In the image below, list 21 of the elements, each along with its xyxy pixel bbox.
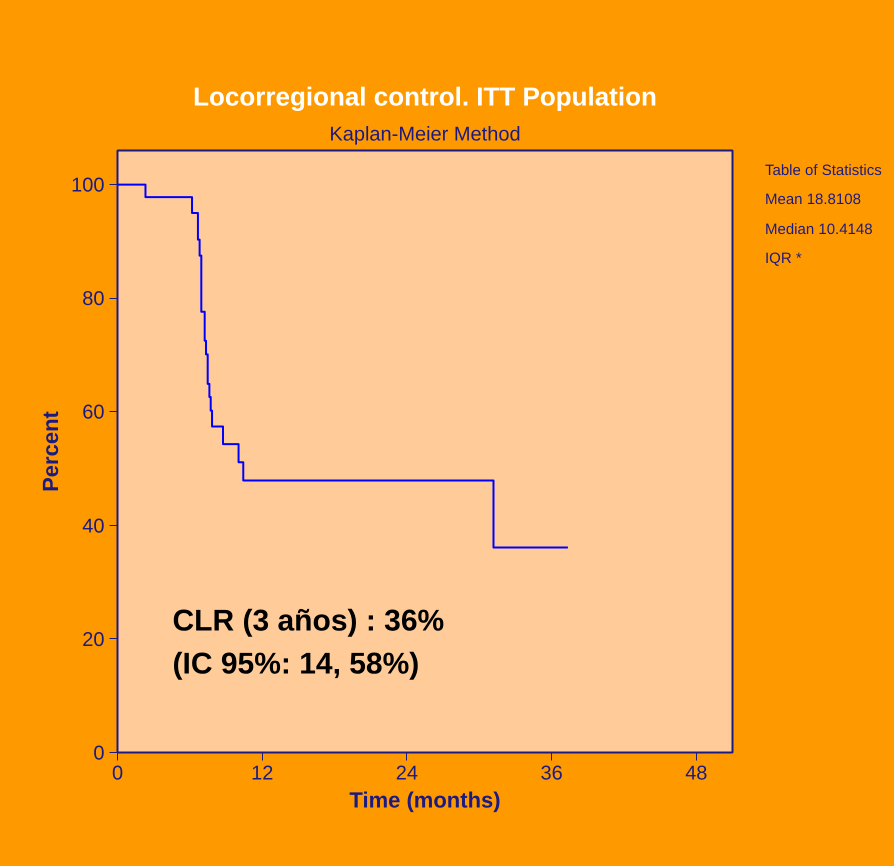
- x-tick-label: 36: [540, 762, 563, 784]
- y-tick-label: 0: [93, 742, 104, 764]
- x-tick-label: 24: [396, 762, 418, 784]
- y-axis-title: Percent: [38, 410, 64, 492]
- y-tick-label: 80: [82, 288, 105, 310]
- x-tick-label: 12: [251, 762, 274, 784]
- annotation: CLR (3 años) : 36%: [172, 604, 444, 638]
- x-tick-label: 48: [685, 762, 708, 784]
- text: IQR *: [765, 249, 803, 270]
- x-tick-label: 0: [112, 762, 124, 784]
- y-tick-label: 20: [82, 628, 105, 651]
- y-tick-label: 60: [82, 402, 105, 424]
- annotation: (IC 95%: 14, 58%): [172, 648, 420, 680]
- text: Mean 18.8108: [765, 190, 862, 210]
- x-axis-title: Time (months): [349, 788, 501, 812]
- y-tick-label: 40: [82, 515, 105, 538]
- text: Table of Statistics: [765, 161, 882, 181]
- y-tick-label: 100: [71, 174, 105, 197]
- chart-subtitle: Kaplan-Meier Method: [329, 124, 521, 146]
- text: Median 10.4148: [765, 220, 874, 240]
- chart-title: Locorregional control. ITT Population: [193, 82, 657, 112]
